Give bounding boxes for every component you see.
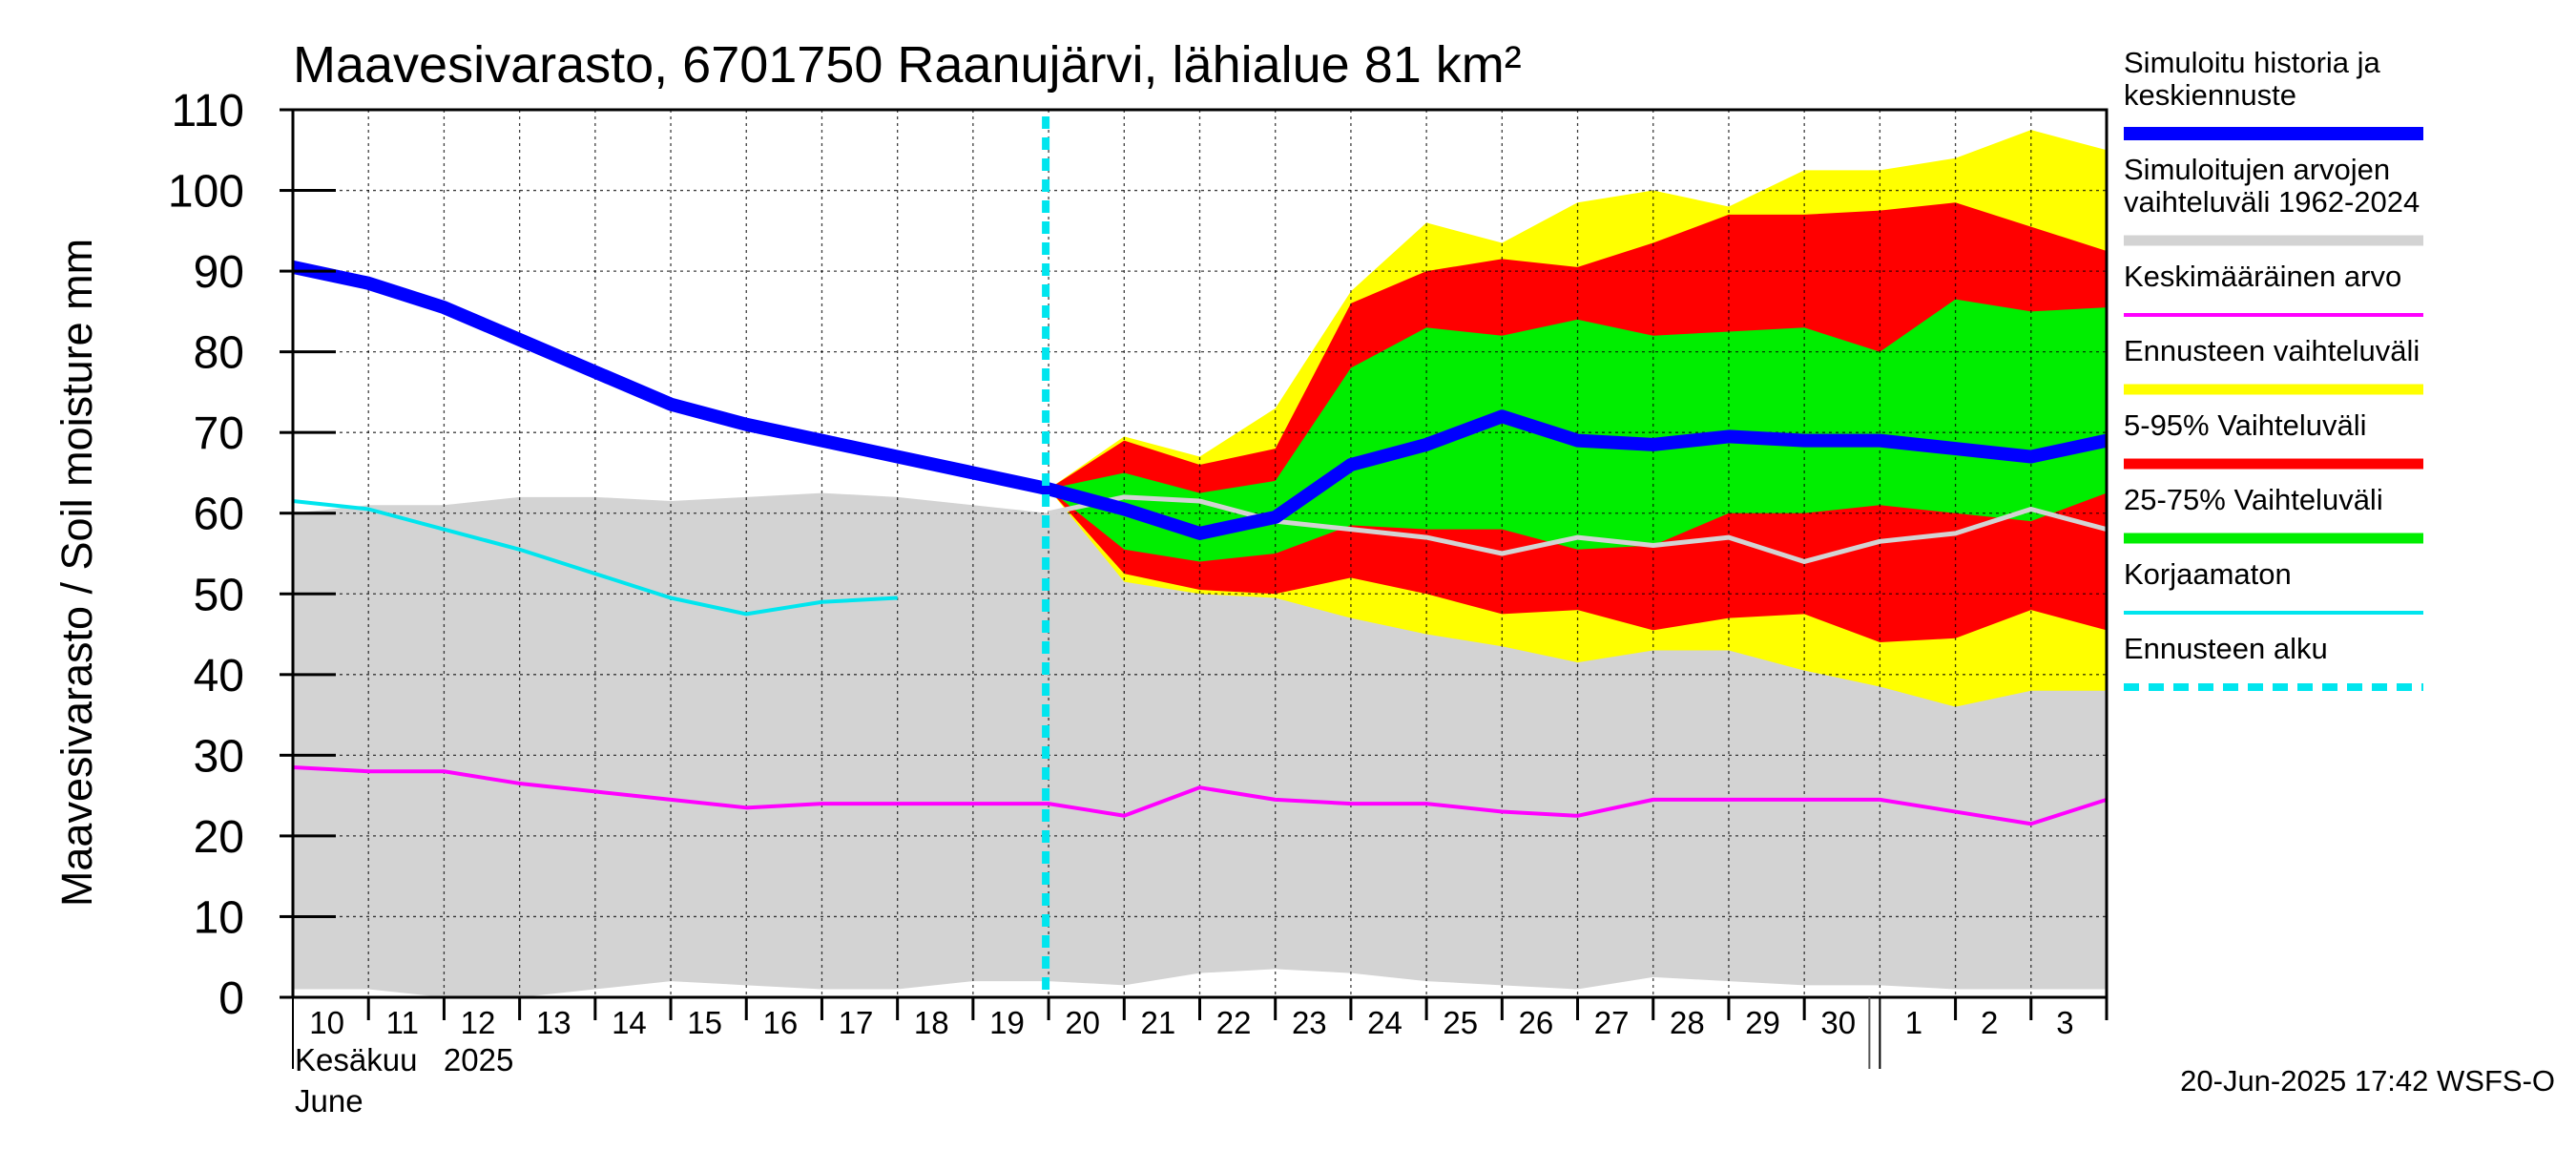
month-label-en: June <box>295 1083 364 1119</box>
legend-item-3: Ennusteen vaihteluväli <box>2124 334 2423 395</box>
y-tick-label-80: 80 <box>194 328 244 379</box>
legend-label-7-0: Ennusteen alku <box>2124 632 2328 665</box>
x-tick-label-19: 29 <box>1745 1005 1780 1040</box>
x-tick-label-15: 25 <box>1443 1005 1478 1040</box>
legend-label-5-0: 25-75% Vaihteluväli <box>2124 483 2383 516</box>
x-tick-label-18: 28 <box>1670 1005 1705 1040</box>
legend-label-1-0: Simuloitujen arvojen <box>2124 153 2390 186</box>
x-tick-label-16: 26 <box>1519 1005 1554 1040</box>
y-axis-label: Maavesivarasto / Soil moisture mm <box>52 239 101 907</box>
legend-label-0-1: keskiennuste <box>2124 78 2296 112</box>
footer-timestamp: 20-Jun-2025 17:42 WSFS-O <box>2180 1064 2555 1098</box>
legend-item-4: 5-95% Vaihteluväli <box>2124 408 2423 470</box>
legend-label-1-1: vaihteluväli 1962-2024 <box>2124 185 2420 219</box>
y-tick-label-90: 90 <box>194 247 244 298</box>
month-label-fi: Kesäkuu 2025 <box>295 1042 513 1077</box>
y-tick-label-30: 30 <box>194 731 244 782</box>
x-tick-label-12: 22 <box>1216 1005 1252 1040</box>
lines-layer <box>291 116 2109 997</box>
series-line-forecast-median-unlabelled <box>1048 494 2108 564</box>
x-tick-label-21: 1 <box>1905 1005 1922 1040</box>
series-line-simuloitu-historia-ja-keskiennuste <box>291 261 2109 540</box>
legend-label-2-0: Keskimääräinen arvo <box>2124 260 2401 293</box>
legend-item-5: 25-75% Vaihteluväli <box>2124 483 2423 544</box>
legend-item-6: Korjaamaton <box>2124 557 2423 615</box>
x-tick-label-23: 3 <box>2056 1005 2073 1040</box>
x-tick-label-17: 27 <box>1594 1005 1630 1040</box>
y-tick-label-20: 20 <box>194 812 244 863</box>
x-tick-label-5: 15 <box>687 1005 722 1040</box>
y-tick-label-50: 50 <box>194 570 244 620</box>
y-tick-label-70: 70 <box>194 408 244 459</box>
x-tick-label-7: 17 <box>839 1005 874 1040</box>
legend-label-0-0: Simuloitu historia ja <box>2124 46 2381 79</box>
y-tick-label-10: 10 <box>194 892 244 943</box>
x-tick-label-2: 12 <box>461 1005 496 1040</box>
legend-item-2: Keskimääräinen arvo <box>2124 260 2423 317</box>
grid-layer <box>293 110 2107 997</box>
x-tick-label-9: 19 <box>989 1005 1025 1040</box>
legend-label-4-0: 5-95% Vaihteluväli <box>2124 408 2366 442</box>
x-tick-label-10: 20 <box>1065 1005 1100 1040</box>
x-tick-label-1: 11 <box>386 1005 419 1040</box>
x-tick-label-0: 10 <box>309 1005 344 1040</box>
legend-item-7: Ennusteen alku <box>2124 632 2423 691</box>
legend-label-3-0: Ennusteen vaihteluväli <box>2124 334 2420 367</box>
y-tick-label-40: 40 <box>194 651 244 701</box>
chart-title: Maavesivarasto, 6701750 Raanujärvi, lähi… <box>293 36 1522 94</box>
x-tick-label-20: 30 <box>1820 1005 1856 1040</box>
legend-label-6-0: Korjaamaton <box>2124 557 2292 591</box>
x-tick-label-4: 14 <box>612 1005 647 1040</box>
x-tick-label-8: 18 <box>914 1005 949 1040</box>
y-tick-label-110: 110 <box>171 86 244 136</box>
series-line-keskim-r-inen-arvo <box>292 765 2108 826</box>
x-tick-label-6: 16 <box>762 1005 798 1040</box>
x-tick-label-13: 23 <box>1292 1005 1327 1040</box>
y-tick-label-0: 0 <box>218 973 244 1024</box>
x-tick-label-3: 13 <box>536 1005 571 1040</box>
x-tick-label-14: 24 <box>1367 1005 1402 1040</box>
x-tick-label-11: 21 <box>1141 1005 1176 1040</box>
x-tick-label-22: 2 <box>1981 1005 1998 1040</box>
y-tick-label-60: 60 <box>194 490 244 540</box>
series-line-korjaamaton <box>292 499 898 617</box>
y-tick-label-100: 100 <box>168 167 244 218</box>
legend: Simuloitu historia jakeskiennusteSimuloi… <box>2124 46 2423 691</box>
